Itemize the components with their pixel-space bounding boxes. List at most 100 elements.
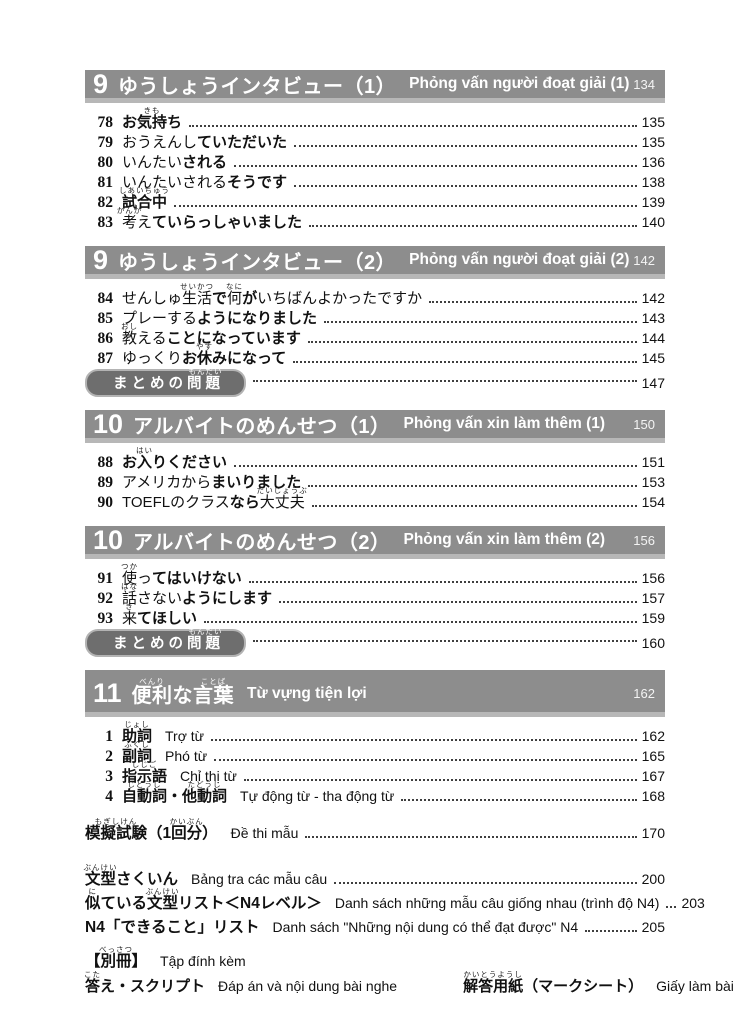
furigana: たどうし [187,779,222,789]
plain-text: お [182,350,198,367]
page-number: 139 [641,194,665,210]
toc-item: 85 プレーするようになりました 143 [85,307,666,327]
item-title: かいとうようし 解答用紙（マークシート） [463,969,643,996]
dot-leader [401,799,637,801]
furigana: かんが [116,205,143,215]
section-number: 10 [93,524,124,555]
furigana: だいじょうぶ [256,485,308,495]
page-number: 140 [641,214,665,230]
ruby-text: じょし 助詞 [122,719,153,745]
furigana: べんり [139,676,165,686]
item-number: 82 [97,194,114,211]
furigana: もんだい [188,367,223,376]
section-number: 9 [93,68,109,99]
plain-text: える [137,330,167,347]
furigana: べっさつ [99,944,134,954]
ruby-text: かんが考 [116,205,143,231]
plain-text: ゆうしょうインタビュー（1） [118,75,397,98]
item-title: いんたいされる [122,151,227,172]
item-number: 84 [97,290,114,307]
item-subtitle-vi: Chỉ thị từ [180,768,237,784]
toc-row: N4「できること」リスト Danh sách "Những nội dung có… [85,915,665,939]
item-title: に似ている ぶんけい 文型リスト＜N4レベル＞ [85,886,322,913]
item-subtitle-vi: Phó từ [165,748,208,764]
toc-row: に似ている ぶんけい 文型リスト＜N4レベル＞ Danh sách những mẫu… [85,886,705,915]
ruby-text: ふくし 副詞 [122,739,153,765]
item-title: じょし 助詞 [122,719,153,746]
section-page-number: 156 [633,532,655,548]
appendix-left: こた 答え・スクリプト Đáp án và nội dung bài nghe [84,969,397,996]
item-subtitle-vi: Danh sách những mẫu câu giống nhau (trìn… [334,895,660,911]
page-number: 167 [641,768,665,784]
dot-leader [666,906,677,908]
item-number: 92 [97,590,114,607]
ruby-text: たどうし 他動詞 [182,779,228,805]
appendix-columns: こた 答え・スクリプト Đáp án và nội dung bài nghe かいと… [84,969,734,1001]
plain-text: ていらっしゃいました [152,214,303,231]
ruby-text: ぶんけい 文型 [83,862,118,888]
dot-leader [294,185,637,187]
plain-text: （1 [147,825,172,842]
plain-text: せんしゅ [122,290,183,307]
page-number: 142 [641,290,665,306]
plain-text: おうえんし [122,134,198,151]
plain-text: が [242,290,258,307]
plain-text: さくいん [116,871,179,888]
page-number: 165 [641,748,665,764]
page-number: 135 [641,114,665,130]
summary-row: まとめの もんだい 問題 147 [85,367,665,397]
plain-text: りください [152,454,228,471]
furigana: はい [136,445,154,455]
toc-item: 78 おきも 気持ち 135 [85,106,666,131]
plain-text: ち [167,114,183,131]
item-number: 93 [97,610,114,627]
ruby-text: かいぶん 回分 [169,816,204,842]
item-number: 89 [97,474,114,491]
item-title: き来てほしい [122,601,197,628]
plain-text: TOEFLのクラス [122,494,230,511]
plain-text: ゆうしょうインタビュー（2） [118,251,397,274]
toc-item: 88 おはい 入りください 151 [85,446,666,471]
ruby-text: つか使 [121,561,138,587]
ruby-text: もんだい 問題 [187,367,224,392]
furigana: じどうし [127,779,162,789]
toc-item: 79 おうえんしていただいた 135 [85,131,666,151]
plain-text: さない [137,590,183,607]
section-header: 10 アルバイトのめんせつ（2） Phỏng vấn xin làm thêm (2… [85,526,665,559]
ruby-text: かいとうようし 解答用紙 [463,969,524,995]
item-subtitle-vi: Bảng tra các mẫu câu [191,871,328,887]
plain-text: お [122,114,138,131]
furigana: もんだい [188,627,223,636]
item-number: 86 [97,330,114,347]
ruby-text: おし教 [121,321,138,347]
plain-text: アルバイトのめんせつ（1） [133,415,391,438]
item-number: 90 [97,494,114,511]
section-title-vi: Phỏng vấn người đoạt giải (2) [409,251,630,268]
toc-row: ぶんけい 文型さくいん Bảng tra các mẫu câu 200 [83,862,666,891]
plain-text: みになって [212,350,287,367]
ruby-text: はな話 [121,581,138,607]
furigana: ことば [200,676,227,686]
furigana: かいぶん [169,816,204,826]
item-number: 85 [97,310,114,327]
item-title: おし 教えることになっています [121,321,301,348]
summary-badge: まとめの もんだい 問題 [85,627,246,657]
plain-text: ている [100,895,148,912]
plain-text: で [212,290,228,307]
ruby-text: き来 [122,601,138,627]
section-title-jp: アルバイトのめんせつ（1） [133,410,390,439]
ruby-text: べんり 便利 [131,676,173,707]
page-number: 144 [641,330,665,346]
item-title: 【べっさつ 別冊】 [85,944,147,971]
ruby-text: せいかつ 生活 [180,281,215,307]
toc-item: 2 ふくし 副詞 Phó từ 165 [85,739,665,765]
section-page-number: 162 [633,686,655,701]
ruby-text: こた答 [84,969,101,995]
page-number: 156 [641,570,665,586]
ruby-text: に似 [85,886,101,912]
plain-text: 【 [85,953,101,970]
item-title: しじご 指示語 [122,760,167,786]
item-number: 3 [105,768,113,785]
ruby-text: もんだい 問題 [187,627,224,652]
item-number: 88 [97,454,114,471]
